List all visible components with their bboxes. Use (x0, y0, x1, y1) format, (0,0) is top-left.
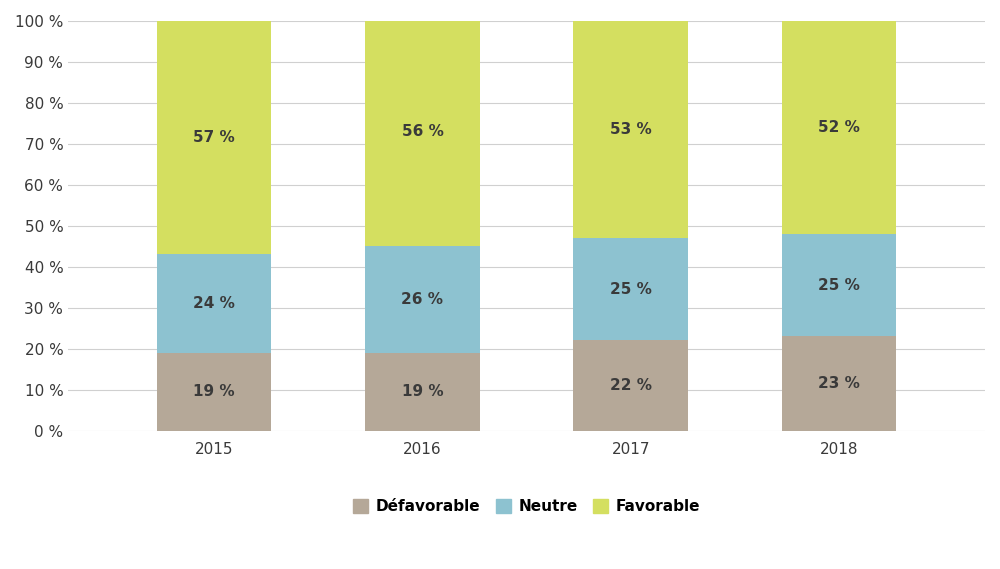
Text: 19 %: 19 % (193, 384, 235, 399)
Text: 24 %: 24 % (193, 296, 235, 311)
Bar (157, 254, 271, 353)
Text: 25 %: 25 % (818, 278, 860, 292)
Bar (365, 17, 480, 246)
Bar (157, 21, 271, 254)
Bar (157, 353, 271, 431)
Bar (573, 238, 688, 340)
Text: 19 %: 19 % (402, 384, 443, 399)
Text: 25 %: 25 % (610, 282, 652, 297)
Text: 23 %: 23 % (818, 376, 860, 391)
Text: 52 %: 52 % (818, 120, 860, 135)
Bar (782, 336, 896, 431)
Bar (782, 21, 896, 234)
Bar (573, 340, 688, 431)
Legend: Défavorable, Neutre, Favorable: Défavorable, Neutre, Favorable (345, 492, 708, 522)
Text: 22 %: 22 % (610, 378, 652, 393)
Bar (782, 234, 896, 336)
Bar (573, 21, 688, 238)
Bar (365, 353, 480, 431)
Bar (365, 246, 480, 353)
Text: 53 %: 53 % (610, 122, 652, 137)
Text: 57 %: 57 % (193, 130, 235, 145)
Text: 26 %: 26 % (401, 292, 443, 307)
Text: 56 %: 56 % (402, 124, 443, 139)
